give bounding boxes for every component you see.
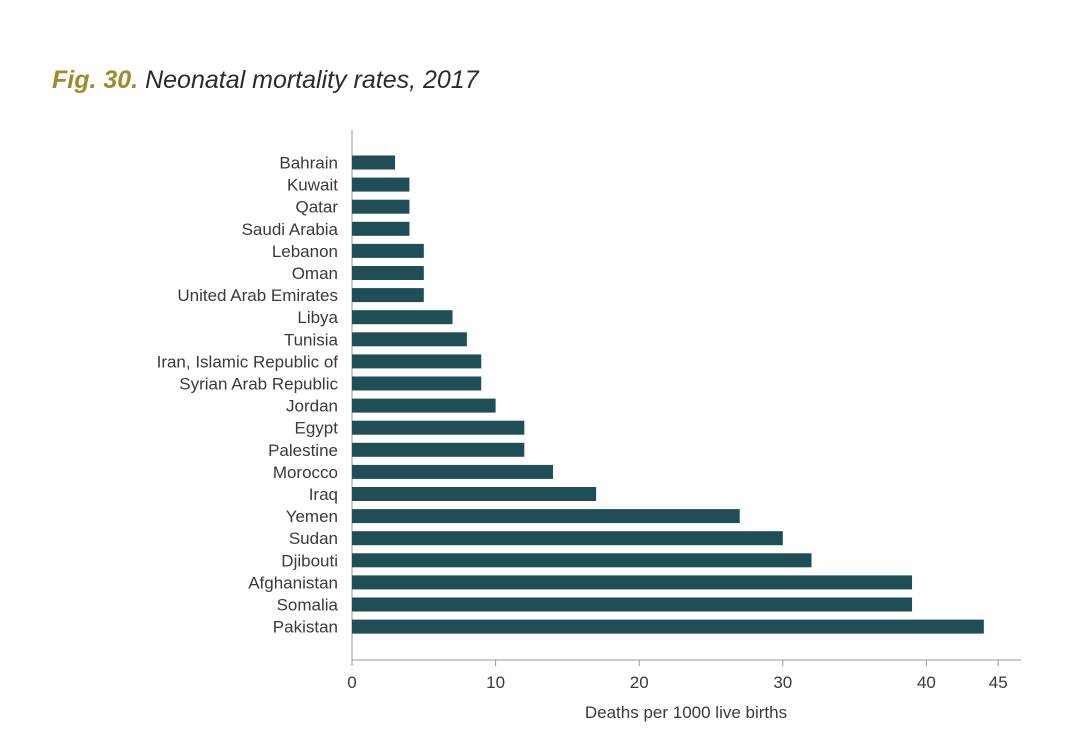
bar bbox=[352, 553, 812, 568]
bar bbox=[352, 509, 740, 524]
bar bbox=[352, 487, 597, 501]
bar bbox=[352, 597, 913, 612]
category-label: Saudi Arabia bbox=[242, 220, 339, 239]
category-label: Bahrain bbox=[279, 154, 338, 173]
category-label: Kuwait bbox=[287, 176, 338, 195]
bar bbox=[352, 354, 482, 369]
category-label: Palestine bbox=[268, 441, 338, 460]
figure-title: Fig. 30. Neonatal mortality rates, 2017 bbox=[52, 66, 479, 95]
category-label: Tunisia bbox=[284, 330, 339, 349]
x-tick-label: 0 bbox=[347, 673, 356, 692]
category-label: United Arab Emirates bbox=[177, 286, 338, 305]
bar bbox=[352, 221, 410, 236]
bar bbox=[352, 243, 424, 258]
bar bbox=[352, 376, 482, 391]
bar bbox=[352, 177, 410, 192]
x-tick-label: 30 bbox=[773, 673, 792, 692]
category-label: Syrian Arab Republic bbox=[179, 375, 338, 394]
x-tick-label: 20 bbox=[630, 673, 649, 692]
bar bbox=[352, 442, 525, 457]
category-label: Jordan bbox=[286, 397, 338, 416]
x-tick-label: 40 bbox=[917, 673, 936, 692]
category-label: Somalia bbox=[277, 596, 339, 615]
category-label: Lebanon bbox=[272, 242, 338, 261]
category-label: Qatar bbox=[295, 198, 338, 217]
bar bbox=[352, 575, 913, 590]
bar bbox=[352, 155, 396, 170]
category-label: Oman bbox=[292, 264, 338, 283]
x-tick-label: 45 bbox=[989, 673, 1008, 692]
x-axis-title: Deaths per 1000 live births bbox=[585, 703, 787, 722]
category-label: Yemen bbox=[286, 507, 338, 526]
bar bbox=[352, 332, 467, 347]
category-label: Djibouti bbox=[281, 551, 338, 570]
category-label: Egypt bbox=[295, 419, 339, 438]
category-label: Iraq bbox=[309, 485, 338, 504]
bar bbox=[352, 266, 424, 280]
category-label: Iran, Islamic Republic of bbox=[157, 352, 339, 371]
category-label: Morocco bbox=[273, 463, 338, 482]
bar bbox=[352, 420, 525, 435]
bar bbox=[352, 288, 424, 303]
bar bbox=[352, 464, 554, 479]
bar bbox=[352, 619, 984, 634]
category-label: Pakistan bbox=[273, 618, 338, 637]
x-tick-label: 10 bbox=[486, 673, 505, 692]
category-label: Libya bbox=[297, 308, 338, 327]
bar bbox=[352, 310, 453, 325]
bar bbox=[352, 531, 783, 546]
category-label: Afghanistan bbox=[248, 573, 338, 592]
bar bbox=[352, 398, 496, 413]
figure-title-text: Neonatal mortality rates, 2017 bbox=[145, 66, 479, 94]
category-label: Sudan bbox=[289, 529, 338, 548]
bar bbox=[352, 199, 410, 214]
figure-number: Fig. 30. bbox=[52, 66, 139, 94]
